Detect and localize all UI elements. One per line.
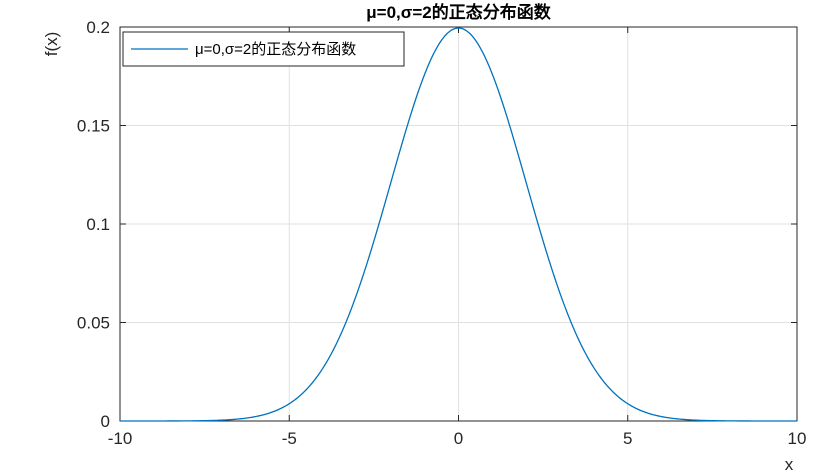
- x-tick-label-4: 10: [788, 429, 807, 448]
- x-axis-title: x: [785, 455, 794, 473]
- legend: μ=0,σ=2的正态分布函数: [122, 31, 405, 67]
- x-tick-label-2: 0: [454, 429, 463, 448]
- y-tick-label-0: 0: [101, 412, 110, 431]
- x-tick-label-3: 5: [623, 429, 632, 448]
- series-line-normal-pdf: [120, 27, 797, 422]
- y-axis-title: f(x): [42, 32, 61, 57]
- grid: [119, 26, 798, 422]
- chart-title: μ=0,σ=2的正态分布函数: [366, 2, 552, 22]
- ticks: -10 -5 0 5 10 0 0.05 0.1 0.15 0.2: [77, 18, 807, 448]
- y-tick-label-3: 0.15: [77, 117, 110, 136]
- x-tick-label-0: -10: [108, 429, 133, 448]
- x-tick-label-1: -5: [282, 429, 297, 448]
- y-tick-label-4: 0.2: [86, 18, 110, 37]
- legend-label: μ=0,σ=2的正态分布函数: [195, 41, 356, 58]
- y-tick-label-1: 0.05: [77, 314, 110, 333]
- y-tick-label-2: 0.1: [86, 215, 110, 234]
